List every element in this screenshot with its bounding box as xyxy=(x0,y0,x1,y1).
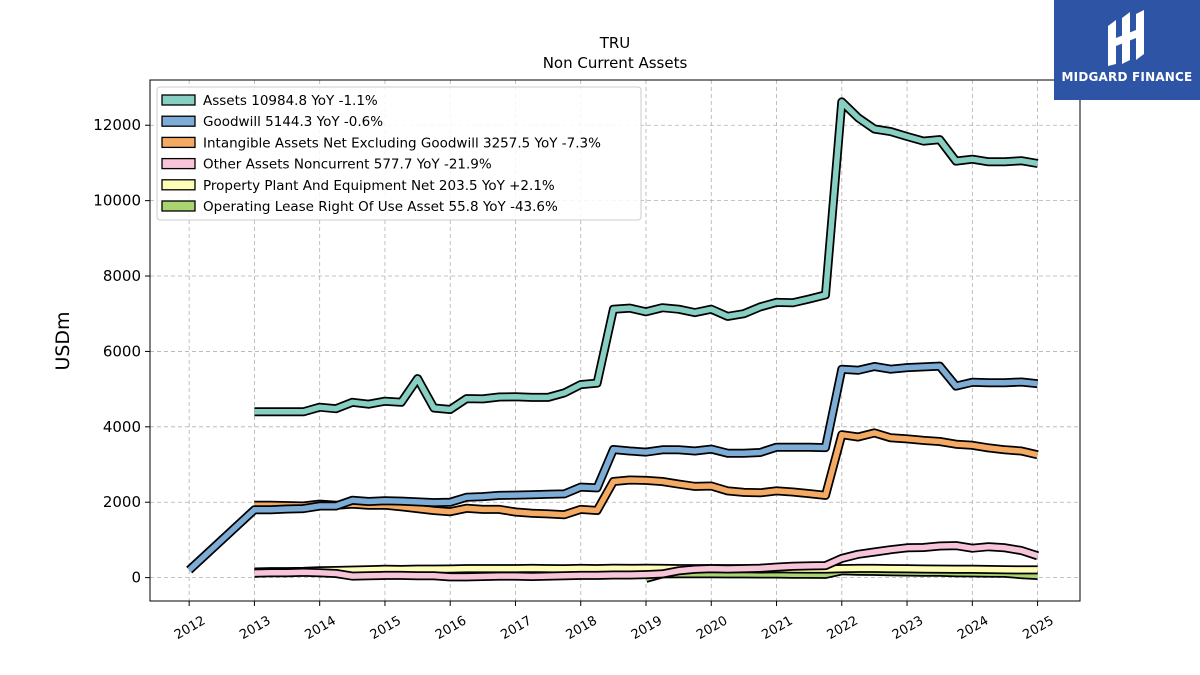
y-tick-label: 4000 xyxy=(103,418,141,436)
x-tick-label: 2024 xyxy=(955,613,991,643)
x-tick-label: 2021 xyxy=(759,613,795,643)
legend-swatch xyxy=(161,115,196,127)
series-line-outline xyxy=(186,361,1039,574)
y-tick-label: 8000 xyxy=(103,267,141,285)
legend-swatch xyxy=(161,136,196,149)
series-4 xyxy=(254,541,1039,582)
legend-entry: Intangible Assets Net Excluding Goodwill… xyxy=(203,135,601,151)
series-layer xyxy=(186,97,1039,583)
legend-entry: Goodwill 5144.3 YoY -0.6% xyxy=(203,114,383,130)
legend-swatch xyxy=(161,94,196,106)
series-2 xyxy=(186,361,1039,574)
x-tick-label: 2016 xyxy=(433,613,469,643)
brand-badge: MIDGARD FINANCE xyxy=(1054,0,1200,100)
series-5 xyxy=(254,563,1038,577)
chart-title: TRU xyxy=(599,34,631,52)
plot-area-frame xyxy=(149,79,1081,602)
legend: Assets 10984.8 YoY -1.1% Goodwill 5144.3 … xyxy=(156,86,642,221)
legend-swatch xyxy=(161,157,196,170)
x-tick-label: 2014 xyxy=(303,613,339,643)
legend-entry: Other Assets Noncurrent 577.7 YoY -21.9% xyxy=(203,157,492,173)
y-tick-label: 0 xyxy=(131,569,141,587)
legend-swatch xyxy=(161,179,196,191)
series-line xyxy=(187,363,1038,573)
x-tick-label: 2020 xyxy=(694,613,730,643)
series-line xyxy=(254,99,1039,415)
legend-box xyxy=(156,86,642,221)
x-tick-label: 2023 xyxy=(890,613,926,643)
y-tick-label: 12000 xyxy=(93,116,141,134)
x-tick-label: 2013 xyxy=(237,613,273,643)
x-tick-label: 2019 xyxy=(629,613,665,643)
y-axis-label: USDm xyxy=(52,311,74,370)
legend-entry: Operating Lease Right Of Use Asset 55.8 … xyxy=(203,199,558,215)
y-tick-label: 6000 xyxy=(103,342,141,360)
legend-entry: Property Plant And Equipment Net 203.5 Y… xyxy=(203,178,555,194)
series-1 xyxy=(254,97,1039,417)
series-line xyxy=(254,542,1039,580)
legend-entry: Assets 10984.8 YoY -1.1% xyxy=(203,93,378,109)
y-tick-label: 10000 xyxy=(93,192,141,210)
legend-swatch xyxy=(161,200,196,212)
brand-name: MIDGARD FINANCE xyxy=(1061,70,1193,84)
x-tick-label: 2015 xyxy=(368,613,404,643)
x-tick-label: 2025 xyxy=(1020,613,1056,643)
midgard-logo-icon xyxy=(1108,10,1144,66)
chart-subtitle: Non Current Assets xyxy=(543,54,688,72)
series-line xyxy=(254,565,1038,575)
x-tick-label: 2012 xyxy=(172,613,208,643)
x-tick-label: 2017 xyxy=(498,613,534,643)
x-tick-label: 2022 xyxy=(825,613,861,643)
x-tick-label: 2018 xyxy=(564,613,600,643)
y-tick-label: 2000 xyxy=(103,493,141,511)
